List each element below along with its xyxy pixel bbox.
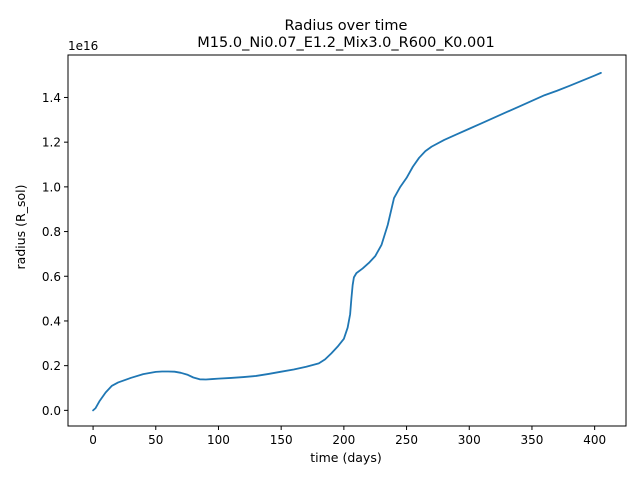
y-tick-label: 1.0 (42, 180, 61, 194)
y-tick-label: 1.4 (42, 91, 61, 105)
x-tick-label: 0 (89, 433, 97, 447)
chart-title: Radius over time (285, 18, 408, 34)
axes-frame (67, 54, 627, 427)
x-tick-label: 50 (148, 433, 163, 447)
y-tick-label: 0.2 (42, 359, 61, 373)
y-tick-label: 0.0 (42, 404, 61, 418)
y-axis-ticks: 0.0 0.2 0.4 0.6 0.8 1.0 1.2 1.4 (42, 91, 68, 418)
x-tick-label: 350 (521, 433, 544, 447)
y-axis-label: radius (R_sol) (13, 185, 28, 270)
y-tick-label: 1.2 (42, 136, 61, 150)
plot-area (92, 71, 602, 412)
x-tick-label: 250 (395, 433, 418, 447)
y-tick-label: 0.6 (42, 270, 61, 284)
x-tick-label: 200 (332, 433, 355, 447)
chart-subtitle: M15.0_Ni0.07_E1.2_Mix3.0_R600_K0.001 (197, 35, 494, 51)
radius-series-line (92, 71, 602, 412)
x-tick-label: 150 (270, 433, 293, 447)
x-axis-ticks: 0 50 100 150 200 250 300 350 400 (89, 426, 606, 447)
x-tick-label: 300 (458, 433, 481, 447)
x-axis-label: time (days) (310, 450, 381, 465)
y-tick-label: 0.4 (42, 314, 61, 328)
y-offset-label: 1e16 (68, 39, 98, 53)
x-tick-label: 100 (207, 433, 230, 447)
x-tick-label: 400 (583, 433, 606, 447)
y-tick-label: 0.8 (42, 225, 61, 239)
